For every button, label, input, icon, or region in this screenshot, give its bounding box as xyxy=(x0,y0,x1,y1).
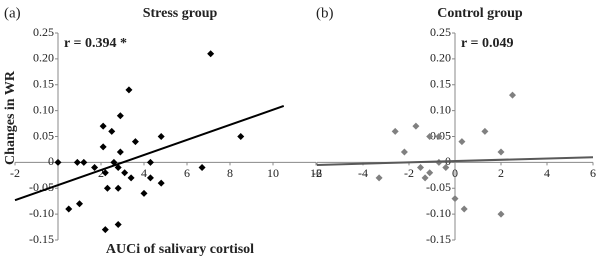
chart-title: Control group xyxy=(437,6,523,21)
point xyxy=(400,148,408,156)
point xyxy=(99,143,107,151)
trend-line xyxy=(14,105,285,202)
y-tick-label: 0.25 xyxy=(33,25,54,39)
point xyxy=(101,169,109,177)
point xyxy=(157,133,165,140)
point xyxy=(73,158,81,166)
point xyxy=(54,158,62,166)
point xyxy=(442,164,450,172)
y-tick-label: -0.15 xyxy=(29,232,54,246)
x-tick-label: 4 xyxy=(544,166,550,180)
y-tick-label: 0.20 xyxy=(33,51,54,65)
x-tick-label: 12 xyxy=(310,166,322,180)
point xyxy=(114,184,122,192)
x-tick-label: -2 xyxy=(404,166,414,180)
point xyxy=(127,174,135,182)
point xyxy=(114,164,122,172)
y-tick-label: 0.10 xyxy=(33,102,54,116)
y-tick-label: -0.05 xyxy=(29,180,54,194)
y-tick-label: 0.15 xyxy=(430,77,451,91)
chart-title: Stress group xyxy=(143,6,218,21)
point xyxy=(146,174,154,182)
point xyxy=(65,205,73,213)
point xyxy=(103,184,111,192)
x-tick-label: 2 xyxy=(98,166,104,180)
point xyxy=(237,133,245,140)
y-tick-label: -0.10 xyxy=(29,206,54,220)
point xyxy=(146,158,154,166)
x-tick-label: 4 xyxy=(141,166,147,180)
point xyxy=(391,127,399,135)
x-tick-label: 0 xyxy=(452,166,458,180)
point xyxy=(451,195,459,203)
x-tick-label: 6 xyxy=(184,166,190,180)
point xyxy=(80,158,88,166)
point xyxy=(426,169,434,177)
point xyxy=(509,91,516,99)
point xyxy=(108,127,116,135)
y-tick-label: 0.25 xyxy=(430,25,451,39)
point xyxy=(91,164,99,172)
y-tick-label: 0.10 xyxy=(430,102,451,116)
point xyxy=(412,122,420,130)
point xyxy=(375,174,383,182)
point xyxy=(101,226,109,234)
point xyxy=(131,138,139,146)
point xyxy=(417,164,424,172)
x-tick-label: -6 xyxy=(312,166,322,180)
point xyxy=(207,50,215,58)
x-tick-label: -2 xyxy=(10,166,20,180)
annotation: r = 0.049 xyxy=(461,36,513,51)
point xyxy=(76,200,83,208)
x-tick-label: -4 xyxy=(358,166,368,180)
trend-line xyxy=(316,156,594,166)
y-tick-label: 0.20 xyxy=(430,51,451,65)
point xyxy=(125,86,133,94)
y-tick-label: 0.05 xyxy=(33,128,54,142)
point xyxy=(497,210,505,218)
point xyxy=(481,127,489,135)
y-tick-label: -0.10 xyxy=(426,206,451,220)
x-axis-label: AUCi of salivary cortisol xyxy=(106,242,254,257)
point xyxy=(157,179,165,187)
panel-label: (a) xyxy=(4,5,21,21)
x-tick-label: 6 xyxy=(590,166,596,180)
x-tick-label: 8 xyxy=(227,166,233,180)
point xyxy=(421,174,429,182)
point xyxy=(497,148,505,156)
point xyxy=(140,189,148,197)
point xyxy=(198,164,206,172)
point xyxy=(435,133,443,140)
point xyxy=(121,169,129,177)
y-axis-label: Changes in WR xyxy=(3,70,18,165)
y-tick-label: -0.15 xyxy=(426,232,451,246)
point xyxy=(458,138,466,146)
panel-label: (b) xyxy=(316,5,334,21)
x-tick-label: 10 xyxy=(267,166,279,180)
point xyxy=(99,122,107,130)
point xyxy=(460,205,468,213)
x-tick-label: 2 xyxy=(498,166,504,180)
y-tick-label: 0.15 xyxy=(33,77,54,91)
y-tick-label: -0.05 xyxy=(426,180,451,194)
y-tick-label: 0 xyxy=(48,154,54,168)
point xyxy=(426,133,434,140)
point xyxy=(116,148,124,156)
annotation: r = 0.394 * xyxy=(64,36,127,51)
point xyxy=(114,220,122,228)
point xyxy=(116,112,124,120)
